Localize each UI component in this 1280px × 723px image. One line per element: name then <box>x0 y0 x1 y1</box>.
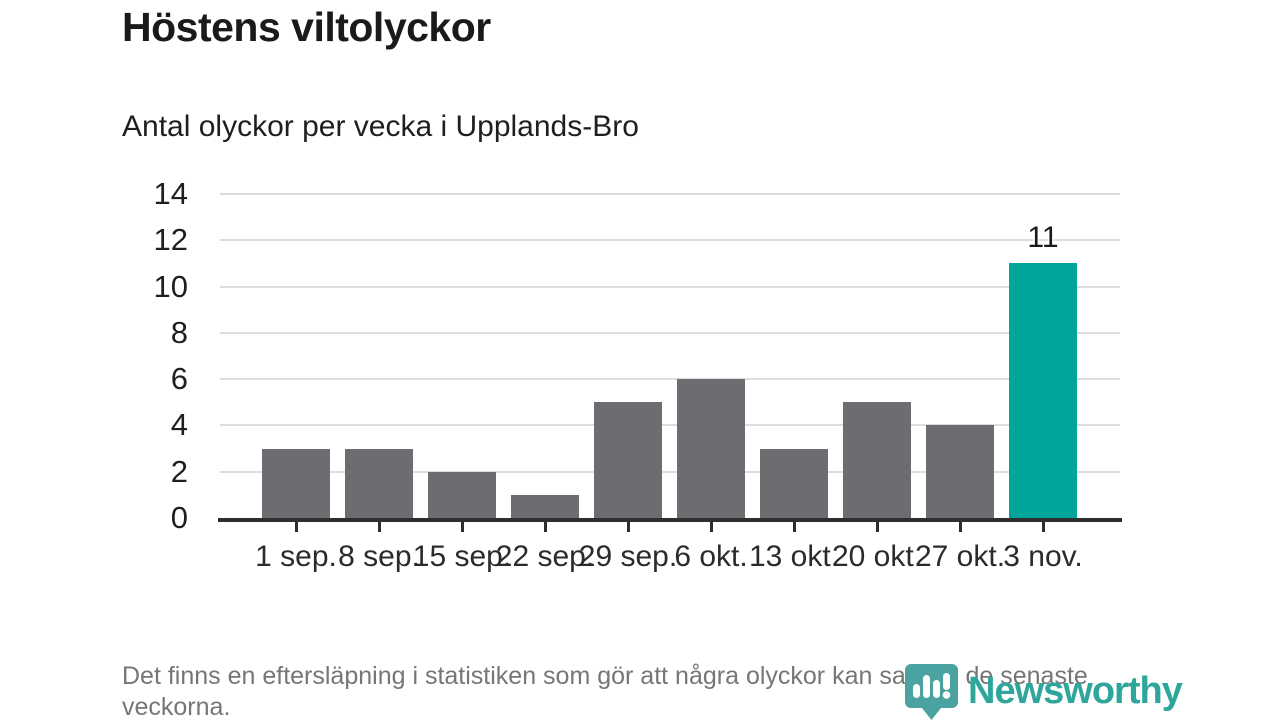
bar <box>594 402 662 518</box>
gridline <box>220 378 1120 381</box>
chart-title: Höstens viltolyckor <box>122 4 491 50</box>
x-axis-tick-label: 8 sep. <box>338 540 420 573</box>
gridline <box>220 193 1120 195</box>
bar <box>345 448 413 518</box>
y-axis-tick-label: 2 <box>170 453 188 489</box>
x-axis-tick <box>875 522 879 532</box>
newsworthy-icon <box>905 664 958 720</box>
x-axis-tick-label: 6 okt. <box>674 540 748 573</box>
gridline <box>220 285 1120 288</box>
x-axis-line <box>218 518 1122 522</box>
x-axis-tick <box>294 522 298 532</box>
bar <box>262 448 330 518</box>
bar <box>511 494 579 518</box>
x-axis-tick-label: 15 sep. <box>412 540 512 573</box>
bar-value-label: 11 <box>1027 221 1059 255</box>
bar <box>843 402 911 518</box>
x-axis-tick <box>958 522 962 532</box>
bar <box>428 471 496 518</box>
x-axis-tick-label: 1 sep. <box>255 540 337 573</box>
x-axis-tick <box>792 522 796 532</box>
x-axis-tick <box>626 522 630 532</box>
bar <box>1009 263 1077 518</box>
chart-subtitle: Antal olyckor per vecka i Upplands-Bro <box>122 110 639 143</box>
gridline <box>220 331 1120 334</box>
x-axis-tick-label: 13 okt. <box>748 540 840 573</box>
bar <box>926 425 994 518</box>
gridline <box>220 470 1120 473</box>
y-axis-tick-label: 8 <box>170 314 188 350</box>
gridline <box>220 239 1120 242</box>
x-axis-tick <box>709 522 713 532</box>
x-axis-tick-label: 20 okt. <box>831 540 923 573</box>
plot-area: 11 <box>220 193 1120 518</box>
newsworthy-logo: Newsworthy <box>905 664 1183 720</box>
y-axis-tick-label: 14 <box>153 176 188 211</box>
y-axis-tick-label: 10 <box>153 268 188 304</box>
x-axis-tick <box>543 522 547 532</box>
x-axis-tick-label: 27 okt. <box>914 540 1006 573</box>
bar <box>677 379 745 518</box>
gridline <box>220 424 1120 427</box>
y-axis-labels: 0 2 4 6 8 10 12 14 <box>100 176 200 535</box>
y-axis-tick-label: 6 <box>170 361 188 397</box>
y-axis-tick-label: 0 <box>170 500 188 535</box>
y-axis-tick-label: 4 <box>170 407 188 443</box>
x-axis-tick <box>377 522 381 532</box>
newsworthy-wordmark: Newsworthy <box>968 670 1183 712</box>
x-axis-tick <box>460 522 464 532</box>
x-axis-tick-label: 29 sep. <box>578 540 678 573</box>
x-axis-tick-label: 3 nov. <box>1003 540 1083 573</box>
x-axis-labels: 1 sep. 8 sep. 15 sep. 22 sep. 29 sep. 6 okt. 1… <box>220 540 1120 580</box>
y-axis-tick-label: 12 <box>153 222 188 258</box>
x-axis-tick-label: 22 sep. <box>495 540 595 573</box>
bar <box>760 448 828 518</box>
x-axis-ticks <box>220 522 1120 534</box>
x-axis-tick <box>1041 522 1045 532</box>
